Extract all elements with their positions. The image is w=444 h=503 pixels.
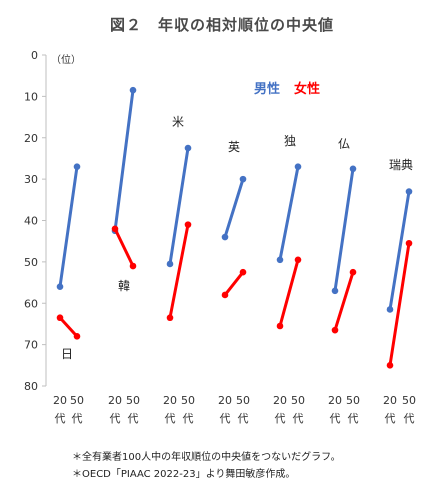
x-tick-num-3-0: 20 xyxy=(218,394,232,407)
group-label-6: 瑞典 xyxy=(389,158,413,172)
y-tick-label-8: 80 xyxy=(24,380,38,393)
data-point-5-0-1 xyxy=(349,165,357,173)
data-point-5-1-1 xyxy=(349,268,357,276)
x-tick-num-2-1: 50 xyxy=(181,394,195,407)
series-line-4-0 xyxy=(278,165,300,262)
x-tick-unit-5-1: 代 xyxy=(348,412,359,425)
data-point-3-0-1 xyxy=(239,175,247,183)
legend-1: 女性 xyxy=(294,81,320,97)
y-axis-label: （位） xyxy=(51,53,81,66)
chart-title: 図２ 年収の相対順位の中央値 xyxy=(109,16,334,34)
data-point-0-0-1 xyxy=(73,163,81,171)
data-point-2-1-1 xyxy=(184,221,192,228)
data-point-5-1-0 xyxy=(331,326,339,334)
x-tick-num-0-1: 50 xyxy=(70,394,84,407)
series-line-0-0 xyxy=(58,165,79,289)
legend-0: 男性 xyxy=(254,81,280,97)
data-point-1-1-0 xyxy=(111,225,119,233)
group-label-1: 韓 xyxy=(118,279,130,293)
data-point-0-1-1 xyxy=(73,333,81,340)
group-label-3: 英 xyxy=(228,140,240,154)
series-line-1-0 xyxy=(113,88,135,233)
series-line-0-1 xyxy=(58,316,79,338)
x-tick-unit-0-1: 代 xyxy=(72,412,83,425)
x-tick-unit-2-0: 代 xyxy=(165,412,176,425)
x-tick-num-5-1: 50 xyxy=(346,394,360,407)
data-point-1-0-1 xyxy=(129,86,137,94)
x-tick-unit-4-1: 代 xyxy=(293,412,304,425)
data-point-2-0-0 xyxy=(166,260,174,268)
data-point-2-1-0 xyxy=(166,314,174,322)
series-line-3-1 xyxy=(223,270,245,297)
y-tick-label-7: 70 xyxy=(24,339,38,352)
data-point-3-1-1 xyxy=(239,268,247,276)
x-tick-num-1-1: 50 xyxy=(126,394,140,407)
series-line-6-1 xyxy=(388,241,411,367)
x-tick-num-5-0: 20 xyxy=(328,394,342,407)
group-label-0: 日 xyxy=(61,347,73,361)
data-point-0-0-0 xyxy=(56,283,64,291)
x-tick-unit-1-0: 代 xyxy=(110,412,121,425)
x-tick-num-4-0: 20 xyxy=(273,394,287,407)
data-point-6-1-1 xyxy=(405,239,413,247)
x-tick-unit-5-0: 代 xyxy=(330,412,341,425)
data-point-6-0-1 xyxy=(405,188,413,195)
data-point-4-1-1 xyxy=(294,256,302,264)
x-tick-unit-0-0: 代 xyxy=(55,412,66,425)
y-tick-label-1: 10 xyxy=(24,90,38,103)
series-line-6-0 xyxy=(388,190,411,311)
x-tick-num-6-1: 50 xyxy=(402,394,416,407)
data-point-2-0-1 xyxy=(184,144,192,152)
x-tick-unit-6-0: 代 xyxy=(385,412,396,425)
x-tick-num-6-0: 20 xyxy=(383,394,397,407)
y-tick-label-3: 30 xyxy=(24,173,38,186)
y-tick-label-4: 40 xyxy=(24,215,38,228)
x-tick-unit-3-1: 代 xyxy=(238,412,249,425)
y-tick-label-0: 0 xyxy=(31,49,38,62)
data-point-6-1-0 xyxy=(386,362,394,369)
series-line-5-0 xyxy=(333,167,355,293)
series-line-2-0 xyxy=(168,146,190,266)
footnote-2: ＊OECD「PIAAC 2022-23」より舞田敏彦作成。 xyxy=(72,469,296,480)
data-point-4-0-1 xyxy=(294,163,302,171)
x-tick-num-3-1: 50 xyxy=(236,394,250,407)
x-tick-unit-4-0: 代 xyxy=(275,412,286,425)
x-tick-unit-6-1: 代 xyxy=(404,412,415,425)
x-tick-unit-3-0: 代 xyxy=(220,412,231,425)
y-tick-label-5: 50 xyxy=(24,256,38,269)
data-point-5-0-0 xyxy=(331,287,339,295)
x-tick-num-2-0: 20 xyxy=(163,394,177,407)
group-label-2: 米 xyxy=(172,115,184,129)
series-line-2-1 xyxy=(168,223,190,320)
footnote-1: ＊全有業者100人中の年収順位の中央値をつないだグラフ。 xyxy=(72,452,341,463)
data-point-6-0-0 xyxy=(386,306,394,313)
x-tick-num-4-1: 50 xyxy=(291,394,305,407)
group-label-4: 独 xyxy=(284,134,296,148)
footnotes: ＊全有業者100人中の年収順位の中央値をつないだグラフ。 ＊OECD「PIAAC… xyxy=(72,449,341,483)
x-tick-unit-2-1: 代 xyxy=(183,412,194,425)
y-tick-label-6: 60 xyxy=(24,297,38,310)
data-point-3-1-0 xyxy=(221,291,229,299)
data-point-1-1-1 xyxy=(129,262,137,270)
data-point-0-1-0 xyxy=(56,314,64,322)
group-label-5: 仏 xyxy=(338,137,350,151)
data-point-4-0-0 xyxy=(276,256,284,264)
line-chart: 0 10 20 30 40 50 60 70 80 （位） 男性 女性日 20 代 50 代 韓 20 代 50 代 米 2… xyxy=(24,49,416,425)
x-tick-unit-1-1: 代 xyxy=(128,412,139,425)
y-tick-label-2: 20 xyxy=(24,132,38,145)
series-line-5-1 xyxy=(333,270,355,332)
data-point-4-1-0 xyxy=(276,322,284,330)
x-tick-num-0-0: 20 xyxy=(53,394,67,407)
series-line-3-0 xyxy=(223,177,245,239)
series-line-4-1 xyxy=(278,258,300,328)
series-line-1-1 xyxy=(113,227,135,268)
data-point-3-0-0 xyxy=(221,233,229,241)
x-tick-num-1-0: 20 xyxy=(108,394,122,407)
